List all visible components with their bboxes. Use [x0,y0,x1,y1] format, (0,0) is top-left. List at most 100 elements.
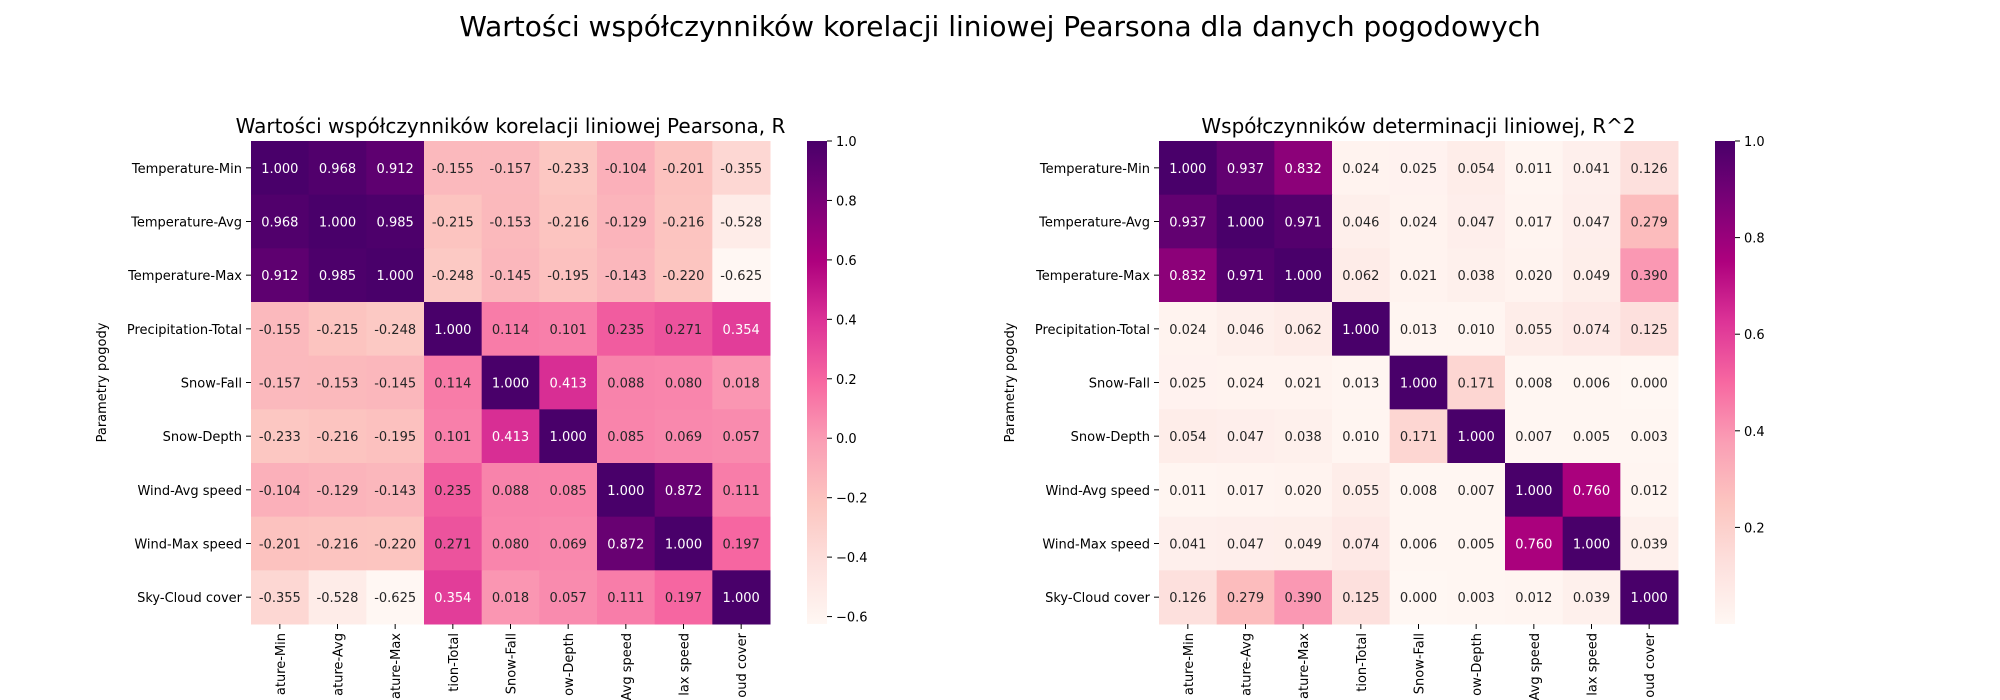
x-tick-label: Avg speed [620,633,635,700]
cell-value-label: 0.354 [434,591,471,606]
cell-value-label: 0.057 [550,591,587,606]
heatmap-cell [597,302,656,357]
heatmap-cell [1216,463,1275,518]
heatmap-cell [1216,302,1275,357]
cell-value-label: 0.047 [1227,430,1264,445]
x-tick-label: oud cover [1643,632,1658,697]
heatmap-cell [1274,463,1333,518]
cell-value-label: 0.279 [1227,591,1264,606]
cell-value-label: 0.049 [1573,269,1610,284]
cell-value-label: 0.012 [1515,591,1552,606]
cell-value-label: -0.216 [547,216,589,231]
cell-value-label: 1.000 [434,323,471,338]
heatmap-cell [1389,248,1448,303]
cell-value-label: -0.195 [374,430,416,445]
x-tick-label: tion-Total [447,633,462,692]
cell-value-label: 0.832 [1169,269,1206,284]
cell-value-label: 1.000 [1285,269,1322,284]
cell-value-label: 0.057 [723,430,760,445]
cell-value-label: -0.233 [259,430,301,445]
heatmap-cell [712,409,771,464]
cell-value-label: -0.215 [432,216,474,231]
cell-value-label: 0.971 [1227,269,1264,284]
cell-value-label: 0.126 [1169,591,1206,606]
heatmap-cell [1332,302,1391,357]
x-tick-label: ature-Max [1297,633,1312,699]
y-tick-label: Wind-Max speed [134,538,242,553]
cell-value-label: 0.005 [1458,538,1495,553]
heatmap-cell [366,248,425,303]
y-tick-label: Wind-Avg speed [1045,484,1150,499]
heatmap-cell [1274,409,1333,464]
heatmap-cell [1562,302,1621,357]
heatmap-cell [654,248,713,303]
colorbar-tick-label: 0.6 [836,254,857,269]
heatmap-cell [1505,516,1564,571]
heatmap-cell [1620,194,1679,249]
heatmap-cell [251,194,310,249]
heatmap-cell [712,463,771,518]
heatmap-cell [1447,302,1506,357]
cell-value-label: 0.912 [377,162,414,177]
cell-value-label: 0.080 [492,538,529,553]
heatmap-cell [712,516,771,571]
cell-value-label: 0.024 [1169,323,1206,338]
cell-value-label: 0.039 [1573,591,1610,606]
cell-value-label: 0.024 [1227,377,1264,392]
y-tick-label: Temperature-Avg [130,216,242,231]
heatmap-cell [1620,463,1679,518]
cell-value-label: 0.005 [1573,430,1610,445]
heatmap-cell [712,302,771,357]
colorbar-tick-label: 0.8 [836,194,857,209]
colorbar-tick-label: −0.6 [836,611,868,626]
cell-value-label: 0.008 [1515,377,1552,392]
heatmap-cell [1562,516,1621,571]
cell-value-label: 0.007 [1515,430,1552,445]
cell-value-label: 0.760 [1573,484,1610,499]
y-tick-label: Temperature-Max [1035,269,1150,284]
heatmap-cell [1274,141,1333,196]
heatmap-cell [597,355,656,410]
heatmap-cell [366,194,425,249]
heatmap-cell [481,302,540,357]
cell-value-label: 0.111 [723,484,760,499]
cell-value-label: -0.157 [490,162,532,177]
heatmap-cell [539,516,598,571]
heatmap-cell [597,194,656,249]
heatmap-cell [539,463,598,518]
cell-value-label: 0.006 [1573,377,1610,392]
heatmap-cell [1159,516,1218,571]
cell-value-label: 0.114 [434,377,471,392]
heatmap-cell [424,516,483,571]
cell-value-label: 0.171 [1458,377,1495,392]
cell-value-label: 0.101 [550,323,587,338]
cell-value-label: -0.216 [663,216,705,231]
heatmap-cell [1389,409,1448,464]
heatmap-cell [1562,409,1621,464]
cell-value-label: 0.011 [1515,162,1552,177]
cell-value-label: 0.872 [665,484,702,499]
cell-value-label: 0.008 [1400,484,1437,499]
y-tick-label: Snow-Depth [1071,430,1150,445]
cell-value-label: 0.085 [607,430,644,445]
heatmap-cell [1274,248,1333,303]
colorbar-tick-label: 0.4 [836,313,857,328]
cell-value-label: -0.216 [317,538,359,553]
y-tick-label: Sky-Cloud cover [1045,591,1151,606]
cell-value-label: -0.625 [720,269,762,284]
heatmap-cell [1332,570,1391,625]
heatmap-cell [366,516,425,571]
cell-value-label: 0.000 [1631,377,1668,392]
cell-value-label: 0.413 [550,377,587,392]
heatmap-cell [1216,355,1275,410]
heatmap-cell [1332,516,1391,571]
cell-value-label: 1.000 [1458,430,1495,445]
y-tick-label: Wind-Max speed [1042,538,1150,553]
cell-value-label: -0.143 [605,269,647,284]
heatmap-cell [654,516,713,571]
cell-value-label: 0.114 [492,323,529,338]
cell-value-label: 0.017 [1227,484,1264,499]
heatmap-cell [654,355,713,410]
heatmap-cell [654,194,713,249]
heatmap-cell [1447,409,1506,464]
